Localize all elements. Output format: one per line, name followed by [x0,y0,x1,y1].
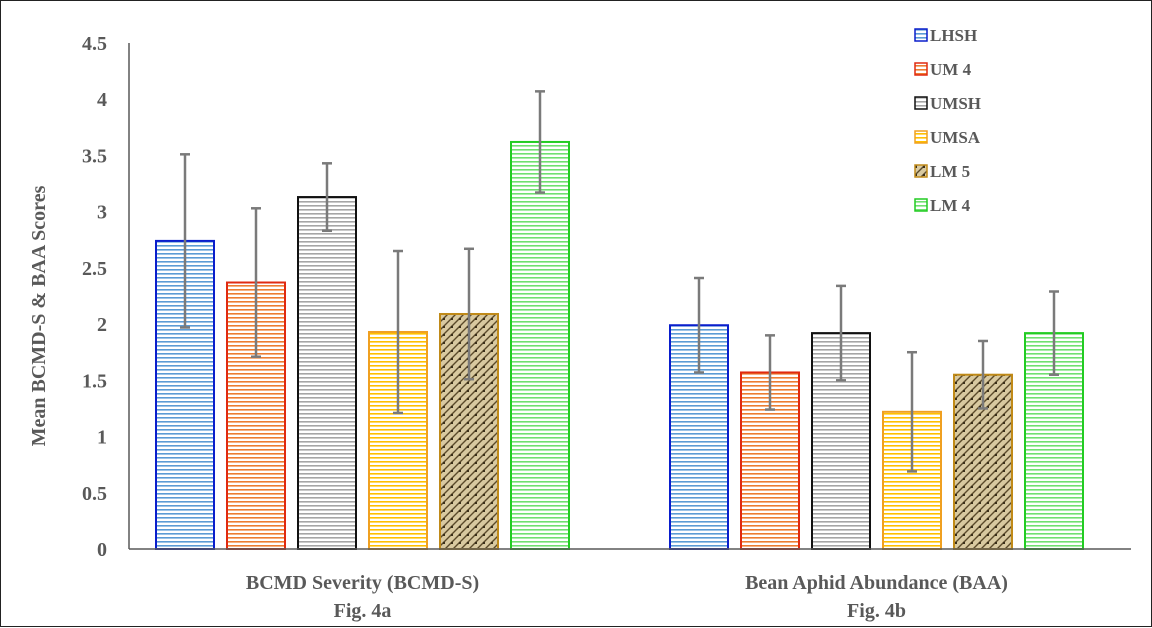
legend-label: UMSA [930,128,981,147]
legend-swatch [914,62,928,76]
y-tick-label: 3.5 [82,145,107,167]
error-bar [180,153,190,329]
y-tick-label: 4.5 [82,33,107,55]
y-axis: 0 0.5 1 1.5 2 2.5 3 3.5 4 4.5 [82,33,130,561]
y-tick-label: 0 [97,539,107,561]
y-tick-label: 1.5 [82,370,107,392]
x-category-label: BCMD Severity (BCMD-S) [246,572,479,594]
y-tick-label: 2 [97,314,107,336]
legend-swatch [914,164,928,178]
error-bar [694,276,704,374]
legend-label: UM 4 [930,60,972,79]
error-bar [1049,290,1059,376]
x-category-label: Bean Aphid Abundance (BAA) [745,572,1008,594]
legend-swatch [914,198,928,212]
x-figure-label: Fig. 4b [847,600,906,622]
legend-label: LM 4 [930,196,971,215]
legend-label: LHSH [930,26,977,45]
bars [155,140,1084,551]
legend: LHSH UM 4 UMSH UMSA LM 5 LM 4 [914,26,981,215]
y-axis-title: Mean BCMD-S & BAA Scores [28,185,50,446]
legend-label: LM 5 [930,162,970,181]
error-bars [180,90,1059,473]
x-figure-label: Fig. 4a [334,600,392,622]
y-tick-label: 2.5 [82,258,107,280]
error-bar [978,339,988,410]
y-tick-label: 0.5 [82,483,107,505]
bar-lm4-1 [510,140,570,550]
x-axis: BCMD Severity (BCMD-S) Fig. 4a Bean Aphid … [129,548,1131,622]
error-bar [464,247,474,381]
error-bar [836,284,846,382]
error-bar [535,90,545,194]
error-bar [907,350,917,473]
legend-label: UMSH [930,94,981,113]
bar-umsh-1 [297,196,357,550]
legend-swatch [914,96,928,110]
legend-swatch [914,28,928,42]
error-bar [322,162,332,233]
error-bar [393,249,403,415]
y-tick-label: 3 [97,202,107,224]
legend-swatch [914,130,928,144]
y-tick-label: 1 [97,427,107,449]
error-bar [765,334,775,411]
y-tick-label: 4 [97,89,107,111]
error-bar [251,207,261,358]
